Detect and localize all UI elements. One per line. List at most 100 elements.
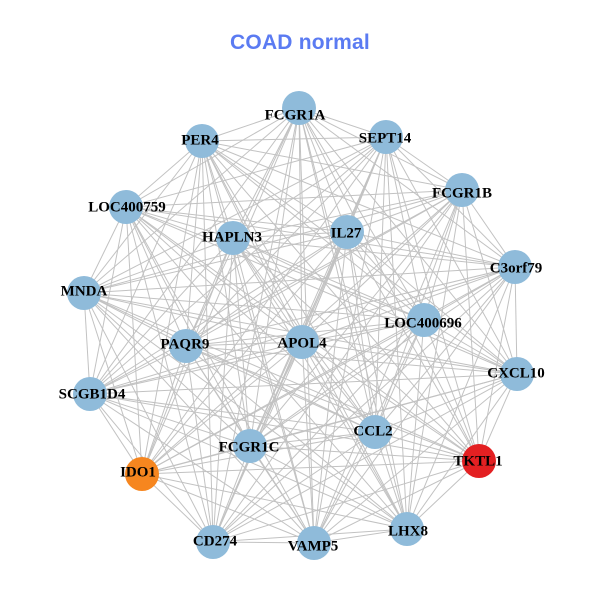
node-label-ido1: IDO1 <box>120 464 156 480</box>
edge-CXCL10-CD274 <box>212 373 518 543</box>
edge-SEPT14-PAQR9 <box>185 136 387 347</box>
edge-SEPT14-IDO1 <box>141 136 387 475</box>
edge-C3orf79-FCGR1C <box>249 266 516 447</box>
edge-CXCL10-CCL2 <box>374 373 518 433</box>
node-label-mnda: MNDA <box>61 283 108 299</box>
edge-SEPT14-TKTL1 <box>385 136 480 462</box>
edge-PER4-MNDA <box>83 140 203 294</box>
edge-IDO1-LHX8 <box>141 473 408 530</box>
node-fcgr1a <box>282 91 316 125</box>
node-scgb1d4 <box>73 377 107 411</box>
edge-HAPLN3-VAMP5 <box>232 237 315 544</box>
edge-C3orf79-MNDA <box>83 266 516 294</box>
edges-layer <box>83 107 518 544</box>
node-cd274 <box>196 525 230 559</box>
node-label-apol4: APOL4 <box>277 335 327 351</box>
edge-PAQR9-CCL2 <box>185 345 376 433</box>
edge-FCGR1C-CCL2 <box>249 431 376 447</box>
edge-SCGB1D4-TKTL1 <box>89 393 480 462</box>
edge-PAQR9-SCGB1D4 <box>89 345 187 395</box>
node-label-sept14: SEPT14 <box>359 130 412 146</box>
edge-FCGR1B-LHX8 <box>406 189 463 530</box>
edge-C3orf79-TKTL1 <box>478 266 516 462</box>
edge-FCGR1B-TKTL1 <box>461 189 480 462</box>
edge-FCGR1B-PAQR9 <box>185 189 463 347</box>
edge-CXCL10-APOL4 <box>301 341 518 375</box>
edge-SCGB1D4-CCL2 <box>89 393 376 433</box>
edge-FCGR1A-APOL4 <box>298 107 303 343</box>
node-label-fcgr1a: FCGR1A <box>265 107 326 123</box>
edge-MNDA-CD274 <box>83 292 214 543</box>
edge-MNDA-APOL4 <box>83 292 303 343</box>
edge-HAPLN3-SCGB1D4 <box>89 237 234 395</box>
node-lhx8 <box>390 512 424 546</box>
edge-LOC400696-SCGB1D4 <box>89 319 425 395</box>
edge-APOL4-SCGB1D4 <box>89 341 303 395</box>
edge-PAQR9-IDO1 <box>141 345 187 475</box>
edge-IL27-CXCL10 <box>346 231 518 375</box>
node-mnda <box>67 276 101 310</box>
edge-IL27-PAQR9 <box>185 231 348 347</box>
edge-MNDA-FCGR1C <box>83 292 251 447</box>
edge-FCGR1A-LOC400696 <box>298 107 425 321</box>
edge-LOC400759-IL27 <box>125 206 348 233</box>
edge-FCGR1C-TKTL1 <box>249 445 480 462</box>
edge-PER4-CXCL10 <box>201 140 518 375</box>
edge-LOC400696-TKTL1 <box>423 319 480 462</box>
edge-FCGR1B-SCGB1D4 <box>89 189 463 395</box>
edge-FCGR1C-VAMP5 <box>249 445 315 544</box>
edge-PER4-TKTL1 <box>201 140 480 462</box>
edge-PER4-CCL2 <box>201 140 376 433</box>
node-label-c3orf79: C3orf79 <box>490 260 543 276</box>
edge-HAPLN3-TKTL1 <box>232 237 480 462</box>
edge-MNDA-IDO1 <box>83 292 143 475</box>
edge-HAPLN3-LOC400696 <box>232 237 425 321</box>
node-per4 <box>185 124 219 158</box>
edge-FCGR1C-CD274 <box>212 445 251 543</box>
edge-PER4-PAQR9 <box>185 140 203 347</box>
edge-HAPLN3-CD274 <box>212 237 234 543</box>
edge-LOC400696-CCL2 <box>374 319 425 433</box>
edge-FCGR1A-FCGR1C <box>249 107 300 447</box>
edge-MNDA-LOC400696 <box>83 292 425 321</box>
edge-CXCL10-VAMP5 <box>313 373 518 544</box>
node-c3orf79 <box>498 250 532 284</box>
edge-LOC400759-IDO1 <box>125 206 143 475</box>
node-ccl2 <box>358 415 392 449</box>
nodes-layer <box>67 91 534 560</box>
edge-LOC400696-CXCL10 <box>423 319 518 375</box>
edge-LOC400696-FCGR1C <box>249 319 425 447</box>
edge-HAPLN3-MNDA <box>83 237 234 294</box>
node-loc400696 <box>407 303 441 337</box>
node-label-cxcl10: CXCL10 <box>487 365 545 381</box>
edge-PAQR9-LHX8 <box>185 345 408 530</box>
edge-PER4-IL27 <box>201 140 348 233</box>
edge-LOC400759-C3orf79 <box>125 206 516 268</box>
edge-IDO1-TKTL1 <box>141 460 480 475</box>
edge-IL27-IDO1 <box>141 231 348 475</box>
edge-FCGR1B-MNDA <box>83 189 463 294</box>
edge-FCGR1B-LOC400696 <box>423 189 463 321</box>
edge-CXCL10-LHX8 <box>406 373 518 530</box>
edge-SEPT14-LOC400759 <box>125 136 387 208</box>
edge-LOC400759-VAMP5 <box>125 206 315 544</box>
edge-IL27-SCGB1D4 <box>89 231 348 395</box>
edge-PER4-FCGR1B <box>201 140 463 191</box>
edge-SEPT14-VAMP5 <box>313 136 387 544</box>
edge-C3orf79-PAQR9 <box>185 266 516 347</box>
node-fcgr1b <box>445 173 479 207</box>
node-fcgr1c <box>233 429 267 463</box>
edge-APOL4-CCL2 <box>301 341 376 433</box>
edge-MNDA-TKTL1 <box>83 292 480 462</box>
edge-LOC400696-CD274 <box>212 319 425 543</box>
edge-FCGR1B-APOL4 <box>301 189 463 343</box>
node-label-ccl2: CCL2 <box>353 423 392 439</box>
node-loc400759 <box>109 190 143 224</box>
edge-LOC400696-LHX8 <box>406 319 425 530</box>
edge-MNDA-LHX8 <box>83 292 408 530</box>
edge-FCGR1B-FCGR1C <box>249 189 463 447</box>
edge-SEPT14-CCL2 <box>374 136 387 433</box>
edge-HAPLN3-IL27 <box>232 231 348 239</box>
